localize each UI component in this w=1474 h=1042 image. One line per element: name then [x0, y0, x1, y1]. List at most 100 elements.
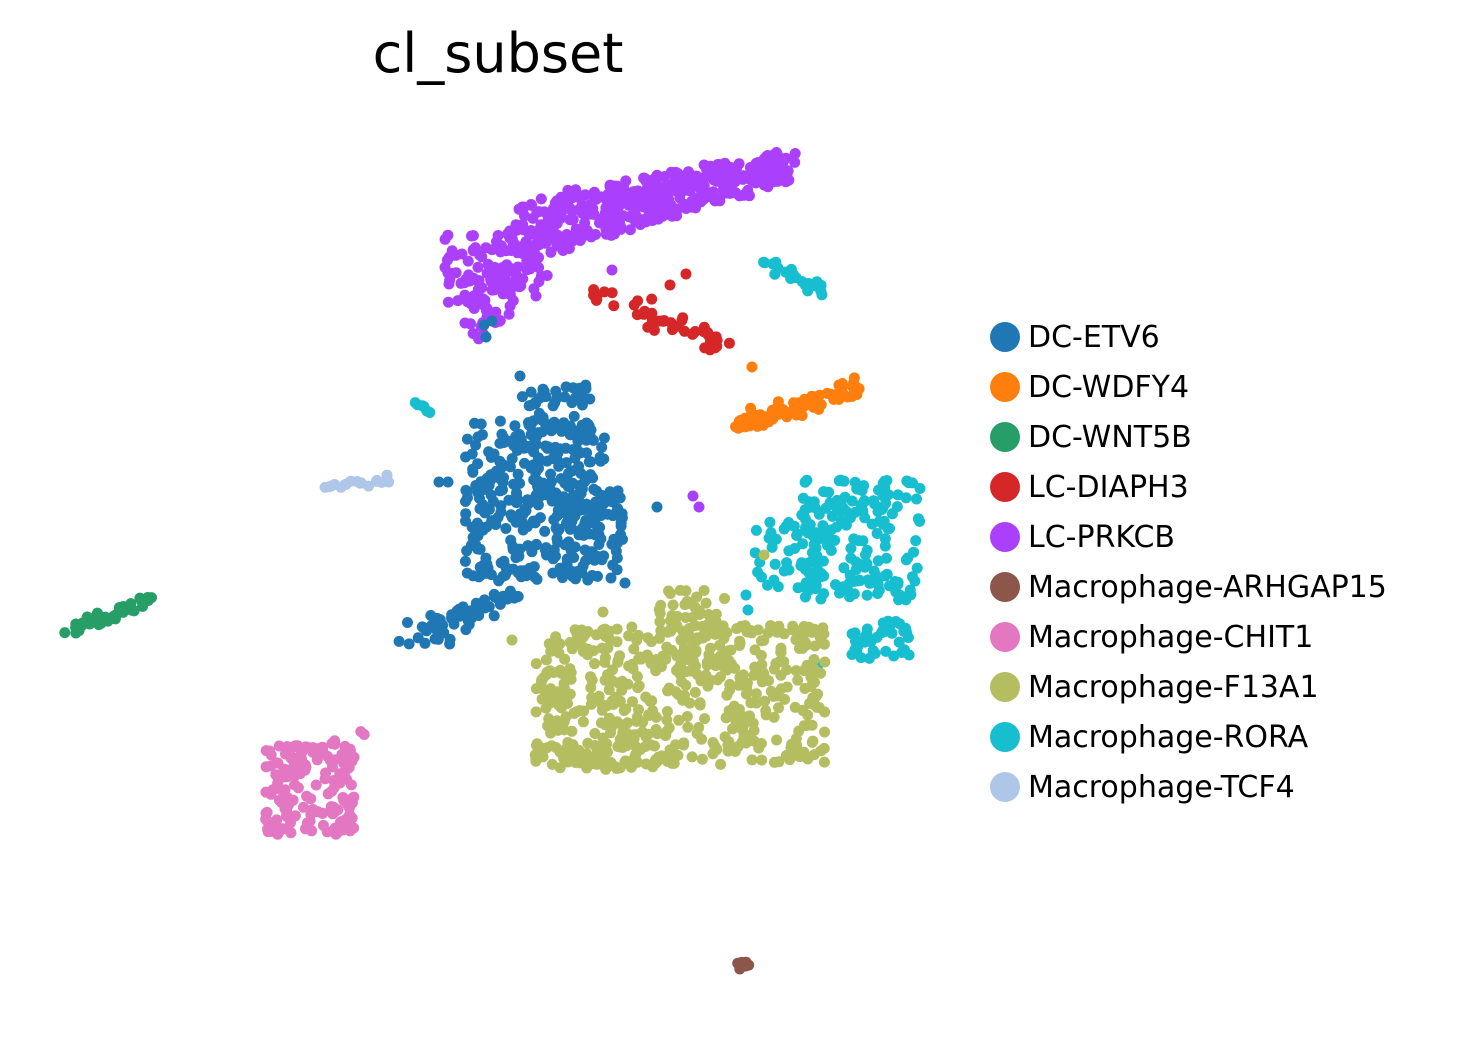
- point: [329, 754, 341, 766]
- point: [724, 678, 736, 690]
- point: [674, 584, 686, 596]
- point: [756, 754, 768, 766]
- point: [796, 276, 808, 288]
- point: [835, 474, 847, 486]
- point: [881, 475, 893, 486]
- point: [474, 283, 486, 295]
- legend-swatch: [990, 772, 1020, 802]
- point: [819, 726, 831, 738]
- point: [506, 634, 518, 646]
- point: [584, 393, 596, 405]
- point: [443, 251, 455, 263]
- point: [781, 681, 793, 693]
- point: [319, 773, 331, 785]
- point: [907, 571, 918, 583]
- point: [496, 285, 508, 297]
- point: [654, 616, 666, 628]
- point: [310, 779, 322, 791]
- point: [460, 515, 471, 527]
- point: [416, 621, 428, 633]
- point: [855, 499, 867, 511]
- point: [618, 182, 630, 193]
- point: [802, 753, 814, 765]
- point: [733, 416, 745, 428]
- point: [345, 779, 357, 791]
- point: [771, 734, 783, 746]
- point: [532, 475, 544, 487]
- point: [661, 714, 673, 726]
- point: [900, 554, 912, 566]
- point: [611, 636, 623, 648]
- point: [710, 615, 722, 626]
- point: [551, 723, 563, 735]
- point: [698, 326, 710, 338]
- point: [480, 242, 492, 254]
- point: [566, 643, 578, 655]
- point: [125, 598, 137, 610]
- point: [472, 431, 484, 443]
- point: [914, 483, 926, 494]
- point: [462, 255, 474, 267]
- point: [519, 210, 530, 222]
- legend-item: Macrophage-ARHGAP15: [990, 562, 1387, 612]
- point: [545, 211, 557, 223]
- point: [475, 298, 487, 310]
- point: [485, 469, 497, 481]
- point: [283, 799, 295, 811]
- point: [433, 476, 445, 488]
- point: [665, 185, 677, 197]
- point: [836, 382, 848, 394]
- point: [590, 529, 602, 541]
- point: [808, 654, 820, 665]
- point: [590, 629, 602, 641]
- point: [796, 509, 808, 521]
- point: [627, 696, 638, 708]
- point: [685, 655, 697, 667]
- point: [612, 677, 624, 689]
- point: [540, 489, 552, 501]
- point: [540, 669, 552, 681]
- point: [402, 617, 413, 628]
- point: [560, 457, 572, 469]
- point: [720, 712, 732, 724]
- point: [317, 807, 328, 819]
- legend-label: Macrophage-ARHGAP15: [1028, 569, 1387, 605]
- point: [334, 816, 346, 828]
- point: [263, 821, 275, 833]
- point: [750, 524, 762, 536]
- point: [442, 476, 454, 488]
- point: [700, 597, 712, 609]
- point: [768, 149, 780, 161]
- point: [574, 447, 586, 459]
- point: [719, 157, 731, 169]
- point: [304, 815, 316, 827]
- point: [729, 745, 741, 757]
- point: [615, 520, 627, 532]
- point: [902, 632, 914, 643]
- point: [850, 635, 861, 647]
- point: [568, 410, 580, 422]
- point: [719, 593, 730, 604]
- point: [472, 261, 484, 273]
- point: [479, 594, 490, 606]
- point: [603, 684, 615, 696]
- point: [419, 637, 431, 649]
- legend-label: Macrophage-TCF4: [1028, 769, 1295, 805]
- point: [755, 649, 767, 661]
- point: [503, 277, 515, 289]
- point: [600, 223, 612, 235]
- point: [676, 315, 688, 326]
- point: [582, 225, 593, 237]
- point: [504, 461, 516, 473]
- point: [467, 570, 479, 582]
- point: [863, 652, 875, 664]
- point: [530, 439, 542, 451]
- point: [738, 711, 750, 723]
- legend-label: LC-PRKCB: [1028, 519, 1175, 555]
- point: [808, 676, 820, 688]
- point: [339, 479, 351, 491]
- point: [834, 587, 845, 599]
- point: [702, 680, 714, 692]
- point: [442, 296, 454, 308]
- point: [718, 175, 730, 187]
